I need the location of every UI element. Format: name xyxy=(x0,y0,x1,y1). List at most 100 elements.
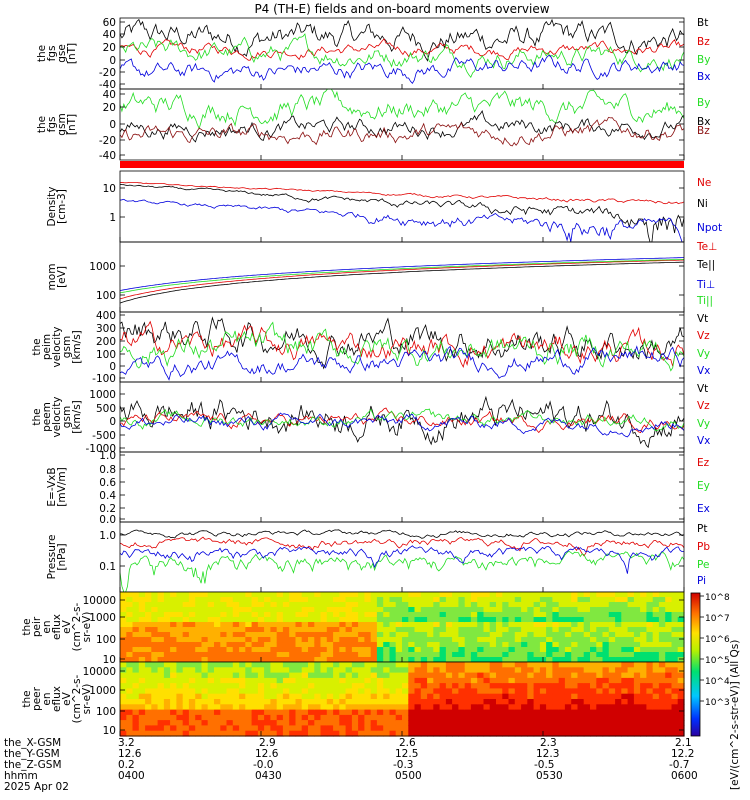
heatmap-cell xyxy=(182,652,190,658)
panel-9: 10000100010010thepeerenefluxeV(cm^2-s-sr… xyxy=(21,661,685,737)
heatmap-cell xyxy=(314,699,322,705)
heatmap-cell xyxy=(264,730,271,737)
heatmap-cell xyxy=(577,672,585,679)
heatmap-cell xyxy=(677,627,685,633)
heatmap-cell xyxy=(420,602,428,608)
heatmap-cell xyxy=(120,709,127,716)
heatmap-cell xyxy=(408,662,416,668)
ylabel-line: [mV/m] xyxy=(56,467,68,506)
heatmap-cell xyxy=(201,683,209,689)
heatmap-cell xyxy=(120,627,127,633)
heatmap-cell xyxy=(402,688,409,695)
heatmap-cell xyxy=(251,592,259,598)
heatmap-cell xyxy=(496,617,503,623)
heatmap-cell xyxy=(157,592,165,598)
heatmap-cell xyxy=(339,683,347,689)
heatmap-cell xyxy=(320,647,328,653)
heatmap-cell xyxy=(633,622,641,628)
heatmap-cell xyxy=(590,612,597,618)
heatmap-cell xyxy=(176,667,184,674)
heatmap-cell xyxy=(433,602,441,608)
heatmap-cell xyxy=(483,688,491,695)
heatmap-cell xyxy=(138,704,146,711)
heatmap-cell xyxy=(345,725,353,732)
heatmap-cell xyxy=(677,642,685,648)
heatmap-cell xyxy=(182,592,190,598)
heatmap-cell xyxy=(433,657,441,663)
heatmap-cell xyxy=(358,693,365,700)
heatmap-cell xyxy=(201,699,209,705)
heatmap-cell xyxy=(627,725,635,732)
heatmap-cell xyxy=(226,632,234,638)
heatmap-cell xyxy=(226,693,234,700)
heatmap-cell xyxy=(389,704,397,711)
heatmap-cell xyxy=(533,607,541,613)
heatmap-cell xyxy=(633,688,641,695)
heatmap-cell xyxy=(120,647,127,653)
heatmap-cell xyxy=(577,730,585,737)
heatmap-cell xyxy=(658,647,666,653)
heatmap-cell xyxy=(514,683,522,689)
heatmap-cell xyxy=(345,657,353,663)
heatmap-cell xyxy=(590,607,597,613)
heatmap-cell xyxy=(301,699,309,705)
heatmap-cell xyxy=(214,627,221,633)
heatmap-cell xyxy=(652,699,660,705)
heatmap-cell xyxy=(677,592,685,598)
heatmap-cell xyxy=(615,730,622,737)
heatmap-cell xyxy=(289,683,297,689)
heatmap-cell xyxy=(652,672,660,679)
heatmap-cell xyxy=(220,637,228,643)
heatmap-cell xyxy=(132,672,140,679)
heatmap-cell xyxy=(552,699,560,705)
heatmap-cell xyxy=(351,699,359,705)
heatmap-cell xyxy=(439,637,447,643)
heatmap-cell xyxy=(602,693,610,700)
heatmap-cell xyxy=(339,709,347,716)
heatmap-cell xyxy=(214,730,221,737)
heatmap-cell xyxy=(138,612,146,618)
heatmap-cell xyxy=(508,612,516,618)
heatmap-cell xyxy=(458,704,466,711)
heatmap-cell xyxy=(602,720,610,726)
heatmap-cell xyxy=(270,683,278,689)
heatmap-cell xyxy=(383,709,391,716)
heatmap-cell xyxy=(163,607,171,613)
heatmap-cell xyxy=(608,622,616,628)
heatmap-cell xyxy=(458,602,466,608)
heatmap-cell xyxy=(270,704,278,711)
heatmap-cell xyxy=(257,699,265,705)
heatmap-cell xyxy=(408,647,416,653)
heatmap-cell xyxy=(502,730,510,737)
heatmap-cell xyxy=(608,632,616,638)
heatmap-cell xyxy=(640,672,647,679)
heatmap-cell xyxy=(120,617,127,623)
heatmap-cell xyxy=(126,693,134,700)
heatmap-cell xyxy=(477,627,485,633)
heatmap-cell xyxy=(326,612,334,618)
heatmap-cell xyxy=(596,730,604,737)
heatmap-cell xyxy=(182,714,190,721)
heatmap-cell xyxy=(402,602,409,608)
heatmap-cell xyxy=(195,672,203,679)
heatmap-cell xyxy=(452,704,459,711)
heatmap-cell xyxy=(677,704,685,711)
heatmap-cell xyxy=(257,704,265,711)
heatmap-cell xyxy=(571,714,579,721)
heatmap-cell xyxy=(590,683,597,689)
heatmap-cell xyxy=(132,637,140,643)
heatmap-cell xyxy=(590,725,597,732)
heatmap-cell xyxy=(414,688,422,695)
heatmap-cell xyxy=(621,647,629,653)
heatmap-cell xyxy=(207,699,215,705)
heatmap-cell xyxy=(489,667,497,674)
ylabel-line: peer xyxy=(31,686,43,711)
heatmap-cell xyxy=(345,592,353,598)
heatmap-cell xyxy=(383,725,391,732)
heatmap-cell xyxy=(633,714,641,721)
ytick-label: 10000 xyxy=(83,666,116,678)
heatmap-cell xyxy=(671,617,679,623)
heatmap-cell xyxy=(489,632,497,638)
heatmap-cell xyxy=(232,622,240,628)
